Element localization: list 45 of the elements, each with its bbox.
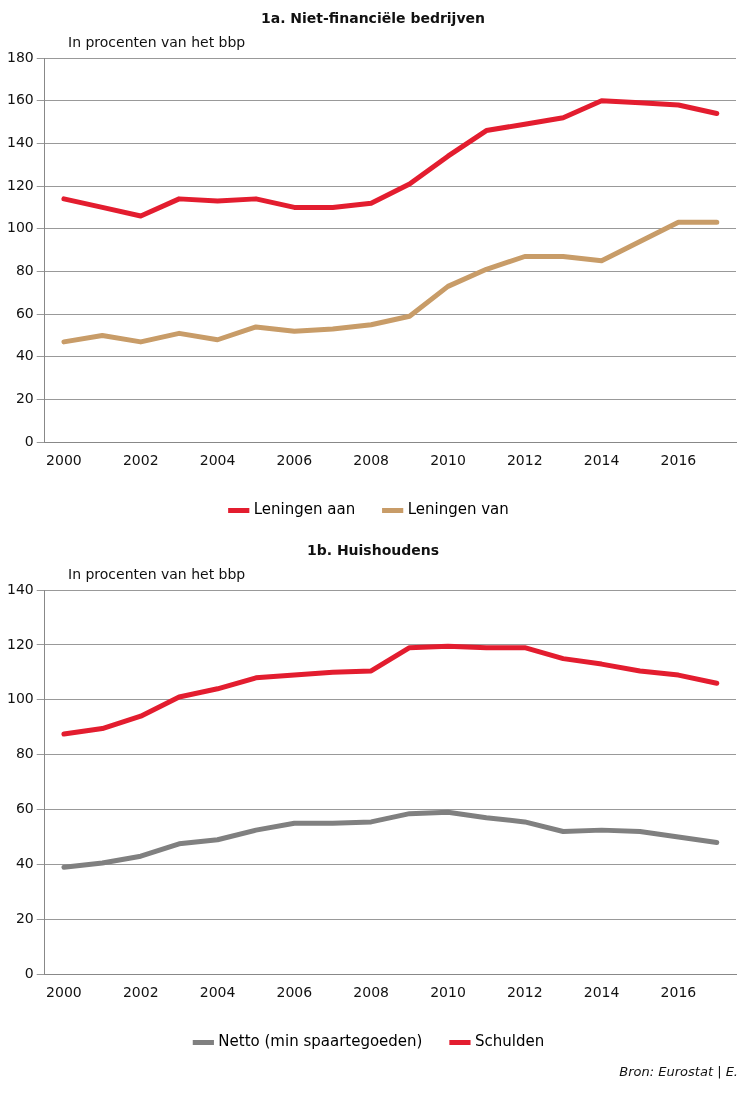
x-tick-label: 2002 (122, 984, 159, 1001)
y-tick-label: 40 (15, 855, 34, 872)
chart-title: 1b. Huishoudens (305, 541, 441, 560)
y-tick-label: 40 (15, 347, 34, 364)
y-tick-label: 0 (24, 432, 34, 449)
x-tick-label: 2004 (199, 452, 236, 469)
y-axis-title: In procenten van het bbp (68, 34, 246, 50)
text: Bron: Eurostat | E. (618, 1064, 739, 1079)
x-tick-label: 2012 (506, 984, 543, 1001)
x-tick-label: 2006 (276, 452, 313, 469)
y-tick-label: 180 (6, 48, 34, 65)
y-tick-label: 120 (6, 635, 34, 652)
y-tick-label: 120 (6, 176, 34, 193)
x-tick-label: 2008 (353, 452, 389, 469)
x-tick-label: 2010 (430, 452, 466, 469)
y-axis-title: In procenten van het bbp (68, 566, 246, 582)
x-tick-label: 2000 (46, 984, 82, 1001)
x-tick-label: 2010 (430, 984, 466, 1001)
x-tick-label: 2000 (46, 452, 82, 469)
x-tick-label: 2014 (583, 984, 620, 1001)
legend-label: Leningen van (407, 500, 509, 519)
chart-title: 1a. Niet-financiële bedrijven (259, 9, 486, 28)
x-tick-label: 2006 (276, 984, 313, 1001)
x-tick-label: 2002 (122, 452, 159, 469)
y-tick-label: 140 (6, 580, 34, 597)
y-tick-label: 60 (15, 800, 34, 817)
legend-label: Netto (min spaartegoeden) (218, 1032, 423, 1051)
legend-label: Schulden (474, 1032, 545, 1051)
x-tick-label: 2016 (660, 452, 697, 469)
y-tick-label: 100 (6, 690, 34, 707)
y-tick-label: 160 (6, 91, 34, 108)
y-tick-label: 60 (15, 304, 34, 321)
y-tick-label: 100 (6, 219, 34, 236)
y-tick-label: 80 (15, 262, 34, 279)
y-tick-label: 0 (24, 964, 34, 981)
x-tick-label: 2016 (660, 984, 697, 1001)
x-tick-label: 2014 (583, 452, 620, 469)
y-tick-label: 80 (15, 745, 34, 762)
x-tick-label: 2008 (353, 984, 389, 1001)
x-tick-label: 2012 (506, 452, 543, 469)
y-tick-label: 140 (6, 134, 34, 151)
y-tick-label: 20 (15, 390, 34, 407)
y-tick-label: 20 (15, 909, 34, 926)
x-tick-label: 2004 (199, 984, 236, 1001)
legend-label: Leningen aan (253, 500, 356, 519)
